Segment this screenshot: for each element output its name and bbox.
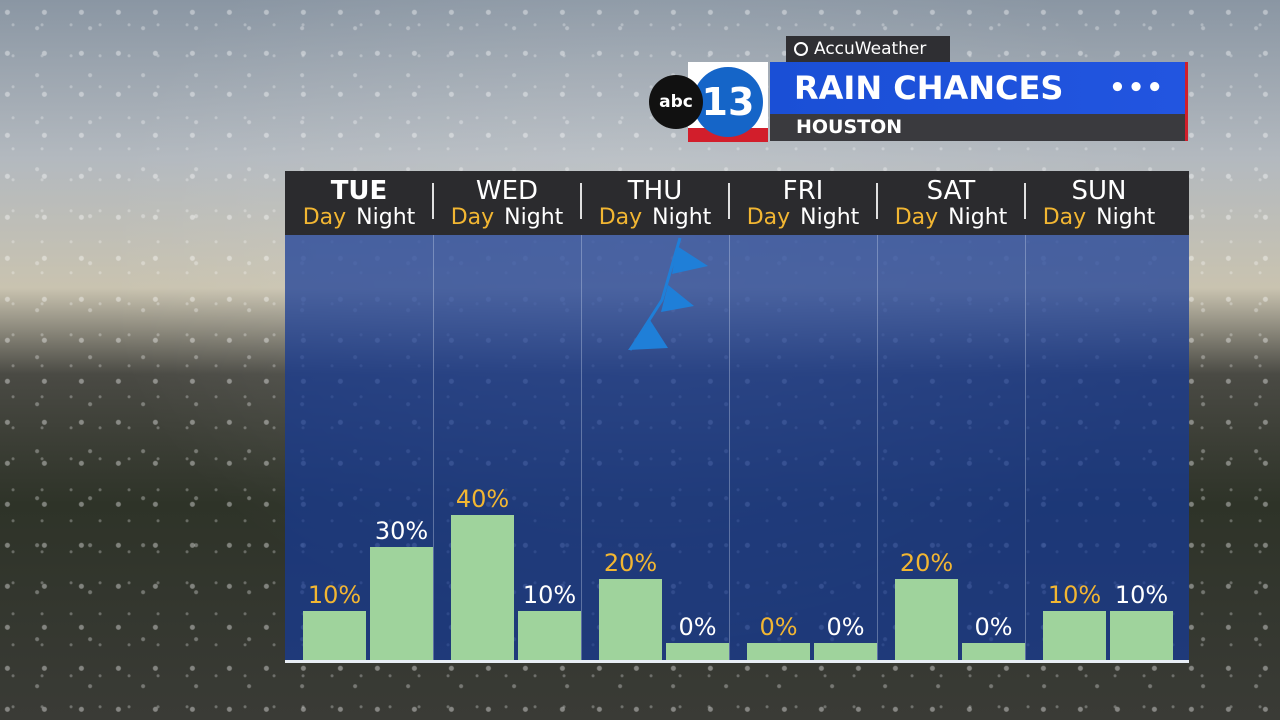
- day-label: Day: [1042, 205, 1087, 230]
- day-night-labels: Day Night: [285, 205, 433, 231]
- day-name: THU: [627, 176, 683, 206]
- day-name: TUE: [330, 176, 388, 206]
- day-header-sun: SUN Day Night: [1025, 171, 1173, 235]
- day-name: FRI: [782, 176, 824, 206]
- value-label-sun-night: 10%: [1115, 581, 1168, 609]
- bar-sun-day: [1043, 611, 1106, 660]
- night-label: Night: [1096, 205, 1156, 230]
- channel-number: 13: [693, 67, 763, 137]
- header-separator: [728, 183, 730, 219]
- value-label-thu-day: 20%: [604, 549, 657, 577]
- column-divider: [1025, 235, 1026, 660]
- day-name: WED: [475, 176, 539, 206]
- page-title: RAIN CHANCES: [794, 69, 1064, 107]
- header-separator: [432, 183, 434, 219]
- night-label: Night: [652, 205, 712, 230]
- value-label-wed-night: 10%: [523, 581, 576, 609]
- bar-wed-day: [451, 515, 514, 660]
- header-separator: [876, 183, 878, 219]
- menu-dots-icon: •••: [1109, 73, 1165, 103]
- value-label-sat-night: 0%: [974, 613, 1012, 641]
- value-label-fri-day: 0%: [759, 613, 797, 641]
- bar-thu-day: [599, 579, 662, 660]
- day-header-fri: FRI Day Night: [729, 171, 877, 235]
- night-label: Night: [800, 205, 860, 230]
- value-label-tue-night: 30%: [375, 517, 428, 545]
- night-label: Night: [504, 205, 564, 230]
- day-night-labels: Day Night: [581, 205, 729, 231]
- bar-fri-day: [747, 643, 810, 660]
- header-separator: [1024, 183, 1026, 219]
- bar-tue-night: [370, 547, 433, 660]
- day-header-tue: TUE Day Night: [285, 171, 433, 235]
- value-label-wed-day: 40%: [456, 485, 509, 513]
- night-label: Night: [948, 205, 1008, 230]
- bar-wed-night: [518, 611, 581, 660]
- day-night-labels: Day Night: [729, 205, 877, 231]
- day-label: Day: [746, 205, 791, 230]
- day-label: Day: [894, 205, 939, 230]
- bar-fri-night: [814, 643, 877, 660]
- day-header-wed: WED Day Night: [433, 171, 581, 235]
- day-header-thu: THU Day Night: [581, 171, 729, 235]
- channel-13-logo: 13: [688, 62, 768, 142]
- day-night-labels: Day Night: [433, 205, 581, 231]
- location-bar: HOUSTON: [770, 114, 1188, 141]
- day-name: SUN: [1071, 176, 1127, 206]
- day-header-sat: SAT Day Night: [877, 171, 1025, 235]
- value-label-fri-night: 0%: [826, 613, 864, 641]
- bar-tue-day: [303, 611, 366, 660]
- day-label: Day: [302, 205, 347, 230]
- title-bar: RAIN CHANCES •••: [770, 62, 1188, 114]
- day-name: SAT: [926, 176, 976, 206]
- day-label: Day: [450, 205, 495, 230]
- bar-thu-night: [666, 643, 729, 660]
- chart-header-row: [285, 171, 1189, 235]
- abc-logo: abc: [649, 75, 703, 129]
- column-divider: [729, 235, 730, 660]
- accuweather-label: AccuWeather: [814, 39, 927, 59]
- value-label-thu-night: 0%: [678, 613, 716, 641]
- accuweather-badge: AccuWeather: [786, 36, 950, 62]
- header-separator: [580, 183, 582, 219]
- night-label: Night: [356, 205, 416, 230]
- location-label: HOUSTON: [796, 116, 903, 138]
- day-night-labels: Day Night: [877, 205, 1025, 231]
- day-label: Day: [598, 205, 643, 230]
- bar-sat-day: [895, 579, 958, 660]
- bar-sat-night: [962, 643, 1025, 660]
- sun-icon: [794, 42, 808, 56]
- column-divider: [877, 235, 878, 660]
- day-night-labels: Day Night: [1025, 205, 1173, 231]
- chart-plot-area: [285, 235, 1189, 660]
- value-label-sun-day: 10%: [1048, 581, 1101, 609]
- chart-baseline: [285, 660, 1189, 663]
- column-divider: [433, 235, 434, 660]
- bar-sun-night: [1110, 611, 1173, 660]
- value-label-sat-day: 20%: [900, 549, 953, 577]
- value-label-tue-day: 10%: [308, 581, 361, 609]
- column-divider: [581, 235, 582, 660]
- cold-front-icon: [628, 237, 708, 351]
